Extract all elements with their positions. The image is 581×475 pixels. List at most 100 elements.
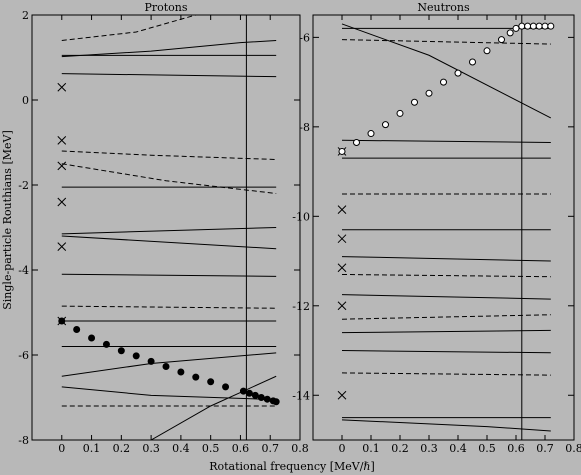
- routhian-curve: [341, 350, 551, 354]
- data-point: [518, 22, 526, 30]
- data-point: [440, 78, 447, 86]
- x-tick-label: 0.1: [362, 442, 380, 455]
- data-point: [88, 334, 96, 342]
- data-point: [483, 47, 491, 55]
- curves-group: [337, 22, 555, 432]
- data-point: [162, 362, 170, 370]
- routhian-curve: [61, 73, 277, 78]
- data-point: [257, 394, 265, 401]
- data-point: [192, 373, 200, 381]
- y-tick-label: -12: [292, 300, 310, 313]
- data-point: [498, 36, 505, 44]
- cross-marker: [57, 136, 67, 145]
- routhian-curve: [341, 419, 551, 432]
- cross-marker: [57, 161, 67, 171]
- y-tick-label: -6: [299, 31, 310, 44]
- data-point: [239, 387, 247, 395]
- data-point: [425, 89, 433, 97]
- data-point: [338, 147, 346, 155]
- y-tick-label: -14: [292, 389, 310, 402]
- routhian-curve: [341, 256, 551, 262]
- x-tick-label: 0.8: [291, 442, 309, 455]
- x-tick-label: 0.5: [478, 442, 496, 455]
- routhian-curve: [341, 23, 552, 119]
- routhian-curve: [61, 163, 277, 194]
- y-tick-label: 0: [22, 94, 29, 107]
- cross-marker: [57, 242, 67, 251]
- x-tick-label: 0.2: [113, 442, 131, 455]
- y-tick-label: -2: [18, 179, 29, 192]
- data-point: [411, 98, 418, 106]
- routhian-curve: [341, 372, 551, 376]
- routhian-curve: [61, 235, 277, 250]
- data-point: [396, 109, 404, 117]
- data-point: [207, 378, 215, 386]
- routhian-curve: [61, 227, 277, 235]
- data-point: [382, 121, 389, 129]
- cross-marker: [57, 197, 67, 207]
- protons-panel: Protons 0 0.1 0.2 0.3 0.4 0.5 0.6 0.7 0.8 2 0 -2 -4 -6…: [18, 1, 308, 455]
- panel-title: Protons: [144, 1, 187, 14]
- data-point: [524, 22, 532, 30]
- data-point: [58, 317, 66, 325]
- data-point: [177, 368, 185, 376]
- y-tick-label: -6: [18, 349, 29, 362]
- routhian-curve: [341, 329, 551, 334]
- x-axis-label: Rotational frequency [MeV/ℏ]: [209, 460, 375, 473]
- curves-group: [57, 15, 280, 440]
- data-point: [73, 326, 81, 333]
- x-tick-label: 0.2: [391, 442, 409, 455]
- x-tick-label: 0.7: [536, 442, 554, 455]
- y-tick-label: -10: [292, 210, 310, 223]
- data-point: [367, 130, 375, 138]
- x-tick-label: 0.8: [565, 442, 581, 455]
- cross-marker: [337, 205, 347, 214]
- cross-marker: [337, 263, 347, 273]
- data-point: [454, 69, 462, 77]
- panel-title: Neutrons: [417, 1, 470, 14]
- plot-frame: [312, 14, 575, 441]
- data-point: [506, 29, 514, 37]
- cross-marker: [337, 390, 347, 400]
- y-axis-label: Single-particle Routhians [MeV]: [1, 130, 14, 310]
- data-point: [469, 58, 476, 66]
- x-tick-label: 0.1: [83, 442, 101, 455]
- data-point: [263, 395, 271, 403]
- x-tick-label: 0.3: [420, 442, 438, 455]
- data-point: [272, 398, 280, 406]
- data-point: [132, 352, 140, 360]
- routhian-curve: [341, 314, 551, 320]
- routhian-curve: [341, 139, 551, 143]
- data-point: [147, 357, 155, 365]
- data-point: [245, 389, 253, 397]
- data-point: [102, 340, 110, 348]
- data-point: [535, 22, 543, 30]
- cross-marker: [337, 234, 347, 244]
- x-tick-label: 0: [339, 442, 346, 455]
- x-tick-label: 0.6: [507, 442, 525, 455]
- data-point: [541, 22, 549, 30]
- data-point: [222, 383, 230, 391]
- x-tick-label: 0.6: [232, 442, 250, 455]
- cross-marker: [337, 301, 347, 311]
- routhian-curve: [61, 15, 196, 41]
- cross-marker: [57, 82, 67, 92]
- data-point: [547, 22, 555, 30]
- data-point: [117, 347, 125, 355]
- routhian-curve: [61, 305, 277, 309]
- y-tick-label: -8: [18, 434, 29, 447]
- x-tick-label: 0.4: [449, 442, 467, 455]
- x-tick-label: 0.4: [172, 442, 190, 455]
- routhian-curve: [341, 39, 551, 45]
- data-point: [529, 22, 537, 30]
- routhian-curve: [61, 273, 277, 277]
- data-point: [512, 24, 520, 32]
- x-tick-label: 0.3: [142, 442, 160, 455]
- routhian-curve: [61, 386, 277, 401]
- routhian-curve: [341, 273, 551, 278]
- x-tick-label: 0.7: [261, 442, 279, 455]
- x-tick-label: 0.5: [202, 442, 220, 455]
- neutrons-panel: Neutrons 0 0.1 0.2 0.3 0.4 0.5 0.6 0.7 0.8 -6 -8 -10…: [292, 1, 581, 455]
- routhian-curve: [61, 150, 277, 160]
